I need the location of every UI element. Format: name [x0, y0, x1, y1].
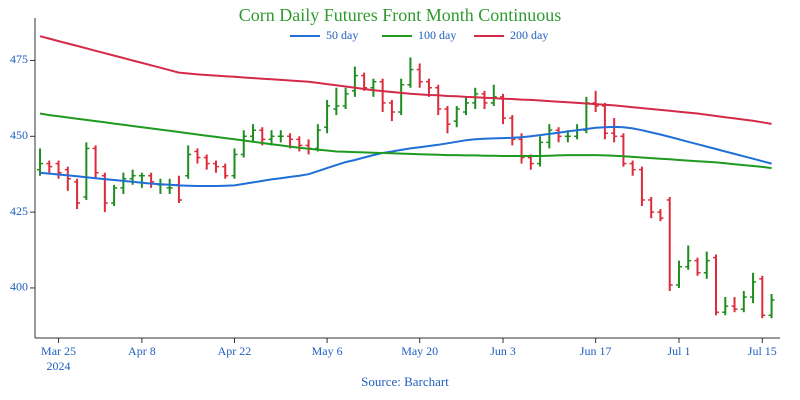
ma-line: [39, 35, 772, 125]
y-tick-label: 400: [10, 280, 28, 294]
x-tick-label: May 20: [401, 344, 438, 358]
x-tick-label: Apr 8: [128, 344, 156, 358]
legend-label: 50 day: [326, 28, 358, 42]
x-tick-label: Jun 17: [580, 344, 612, 358]
ma-line: [39, 112, 772, 170]
y-tick-label: 450: [10, 128, 28, 142]
chart-title: Corn Daily Futures Front Month Continuou…: [239, 5, 562, 25]
x-tick-label: May 6: [312, 344, 343, 358]
x-tick-label: Jul 1: [667, 344, 690, 358]
source-note: Source: Barchart: [361, 374, 449, 389]
y-tick-label: 475: [10, 52, 28, 66]
ma-line: [39, 125, 772, 187]
legend-label: 100 day: [418, 28, 456, 42]
x-tick-label: Apr 22: [218, 344, 252, 358]
x-year-label: 2024: [47, 359, 71, 373]
y-tick-label: 425: [10, 204, 28, 218]
x-tick-label: Jul 15: [748, 344, 777, 358]
x-tick-label: Mar 25: [41, 344, 76, 358]
x-tick-label: Jun 3: [490, 344, 516, 358]
legend-label: 200 day: [510, 28, 548, 42]
